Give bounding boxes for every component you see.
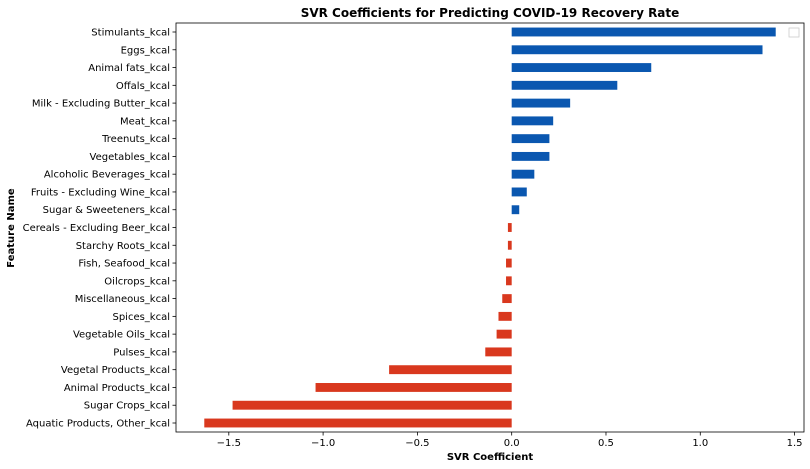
x-tick-label: −1.0 <box>311 438 335 449</box>
bar <box>511 45 763 55</box>
bar <box>511 80 618 90</box>
y-tick-label: Fruits - Excluding Wine_kcal <box>31 187 170 198</box>
bar <box>507 223 512 232</box>
y-tick-label: Vegetable Oils_kcal <box>73 330 170 341</box>
bar <box>498 311 512 321</box>
bar <box>204 418 512 428</box>
bar <box>507 240 512 250</box>
y-tick-label: Pulses_kcal <box>113 347 170 358</box>
x-tick-label: 1.0 <box>692 438 708 449</box>
y-axis-title: Feature Name <box>6 188 17 268</box>
bar <box>511 187 527 197</box>
y-tick-label: Stimulants_kcal <box>91 28 170 39</box>
y-tick-label: Spices_kcal <box>112 312 170 323</box>
x-axis-title: SVR Coefficient <box>447 452 534 463</box>
y-tick-label: Oilcrops_kcal <box>104 276 170 287</box>
y-tick-label: Aquatic Products, Other_kcal <box>26 419 170 430</box>
bar <box>389 365 512 375</box>
legend-box <box>788 27 800 38</box>
bar <box>511 98 571 108</box>
bar <box>506 276 512 286</box>
x-ticks: −1.5 −1.0 −0.5 0.0 0.5 1.0 1.5 <box>217 432 803 449</box>
y-tick-label: Vegetables_kcal <box>90 152 170 163</box>
bar <box>232 400 512 410</box>
bar <box>511 27 776 37</box>
y-tick-label: Meat_kcal <box>120 116 170 127</box>
x-tick-label: −1.5 <box>217 438 241 449</box>
y-tick-label: Eggs_kcal <box>121 45 170 56</box>
bar <box>511 169 535 179</box>
bars-layer <box>204 27 776 428</box>
y-tick-label: Sugar & Sweeteners_kcal <box>43 205 170 216</box>
bar <box>315 383 512 392</box>
y-tick-label: Treenuts_kcal <box>101 134 170 145</box>
x-tick-label: 0.5 <box>598 438 614 449</box>
plot-frame <box>175 22 805 433</box>
y-ticks: Stimulants_kcal Eggs_kcal Animal fats_kcal… <box>23 28 176 430</box>
bar <box>511 134 550 144</box>
x-tick-label: 1.5 <box>787 438 803 449</box>
y-tick-label: Animal fats_kcal <box>88 63 170 74</box>
y-tick-label: Cereals - Excluding Beer_kcal <box>23 223 170 234</box>
y-tick-label: Vegetal Products_kcal <box>61 365 170 376</box>
bar <box>511 116 554 126</box>
bar <box>496 329 512 339</box>
chart-title: SVR Coefficients for Predicting COVID-19… <box>301 6 680 20</box>
y-tick-label: Animal Products_kcal <box>64 383 170 394</box>
y-tick-label: Milk - Excluding Butter_kcal <box>32 99 170 110</box>
bar <box>485 347 512 357</box>
y-tick-label: Fish, Seafood_kcal <box>78 259 170 270</box>
bar <box>511 205 520 215</box>
bar <box>511 63 652 72</box>
y-tick-label: Miscellaneous_kcal <box>75 294 170 305</box>
y-tick-label: Starchy Roots_kcal <box>76 241 170 252</box>
x-tick-label: −0.5 <box>405 438 429 449</box>
y-tick-label: Sugar Crops_kcal <box>84 401 170 412</box>
x-tick-label: 0.0 <box>504 438 520 449</box>
y-tick-label: Offals_kcal <box>116 81 170 92</box>
bar <box>506 258 512 268</box>
bar <box>502 294 512 304</box>
y-tick-label: Alcoholic Beverages_kcal <box>44 170 170 181</box>
bar <box>511 151 550 161</box>
